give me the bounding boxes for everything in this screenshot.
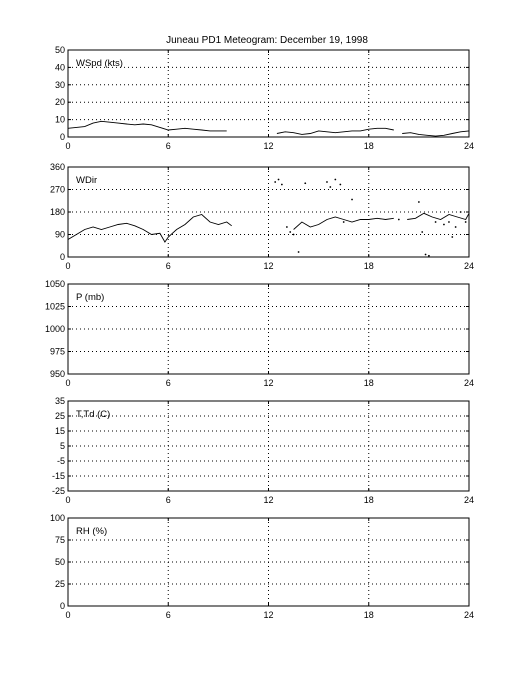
- y-tick-label: -15: [52, 471, 65, 481]
- data-point-wdir: [424, 253, 427, 256]
- data-point-wdir: [464, 221, 467, 223]
- panel-rh: 0 6 12 18 24 0 25 50 75 100 RH (%): [50, 513, 474, 620]
- y-tick-label: 0: [60, 252, 65, 262]
- series-line-wspd: [67, 120, 227, 132]
- y-tick-label: 30: [55, 80, 65, 90]
- series-line-wspd: [276, 127, 394, 135]
- panel-wdir: 0 6 12 18 24 0 90 180 270 360 WDir: [50, 162, 474, 271]
- y-tick-label: 90: [55, 230, 65, 240]
- y-tick-label: 35: [55, 396, 65, 406]
- x-tick-label: 24: [464, 141, 474, 151]
- x-tick-label: 6: [166, 378, 171, 388]
- x-tick-label: 6: [166, 261, 171, 271]
- data-point-wdir: [339, 183, 342, 186]
- y-tick-label: 50: [55, 45, 65, 55]
- y-tick-label: 360: [50, 162, 65, 172]
- x-tick-label: 18: [364, 261, 374, 271]
- data-point-wdir: [454, 226, 457, 228]
- y-tick-label: 10: [55, 115, 65, 125]
- y-tick-label: 1025: [45, 302, 65, 312]
- y-tick-label: 0: [60, 601, 65, 611]
- x-tick-label: 0: [65, 610, 70, 620]
- data-point-wdir: [285, 226, 288, 228]
- y-tick-label: -25: [52, 486, 65, 496]
- y-tick-label: 1050: [45, 279, 65, 289]
- data-point-wdir: [304, 182, 307, 185]
- x-tick-label: 12: [263, 495, 273, 505]
- x-tick-label: 18: [364, 495, 374, 505]
- data-point-wdir: [397, 218, 400, 221]
- x-tick-label: 6: [166, 141, 171, 151]
- panel-pres: 0 6 12 18 24 950 975 1000 1025 1050 P (mb): [45, 279, 474, 388]
- data-point-wdir: [326, 181, 328, 183]
- data-point-wdir: [451, 236, 454, 238]
- y-tick-label: 20: [55, 97, 65, 107]
- y-tick-label: 0: [60, 132, 65, 142]
- panel-label-rh: RH (%): [76, 526, 107, 537]
- y-tick-label: 270: [50, 185, 65, 195]
- data-point-wdir: [459, 211, 462, 213]
- y-tick-label: 75: [55, 535, 65, 545]
- x-tick-label: 12: [263, 141, 273, 151]
- x-tick-label: 6: [166, 610, 171, 620]
- x-tick-label: 6: [166, 495, 171, 505]
- series-line-wdir: [67, 213, 232, 243]
- panel-label-wdir: WDir: [76, 175, 97, 186]
- data-point-wdir: [280, 183, 283, 186]
- data-point-wdir: [448, 221, 450, 223]
- data-point-wdir: [329, 186, 332, 188]
- panel-label-wspd: WSpd (kts): [76, 58, 123, 69]
- panel-label-pres: P (mb): [76, 292, 104, 303]
- y-tick-label: -5: [57, 456, 65, 466]
- y-tick-label: 50: [55, 557, 65, 567]
- y-tick-label: 25: [55, 411, 65, 421]
- y-tick-label: 975: [50, 347, 65, 357]
- data-point-wdir: [277, 178, 280, 181]
- x-tick-label: 24: [464, 261, 474, 271]
- data-point-wdir: [289, 231, 292, 233]
- y-tick-label: 180: [50, 207, 65, 217]
- x-tick-label: 12: [263, 378, 273, 388]
- x-tick-label: 24: [464, 495, 474, 505]
- data-point-wdir: [428, 254, 430, 257]
- x-tick-label: 18: [364, 378, 374, 388]
- panel-label-temp: T,Td (C): [76, 409, 110, 420]
- data-point-wdir: [434, 221, 437, 223]
- data-point-wdir: [421, 231, 424, 233]
- x-tick-label: 24: [464, 610, 474, 620]
- y-tick-label: 100: [50, 513, 65, 523]
- x-tick-label: 18: [364, 610, 374, 620]
- series-line-wspd: [402, 130, 470, 137]
- x-tick-label: 0: [65, 378, 70, 388]
- y-tick-label: 15: [55, 426, 65, 436]
- x-tick-label: 0: [65, 261, 70, 271]
- data-point-wdir: [342, 221, 345, 223]
- x-tick-label: 24: [464, 378, 474, 388]
- data-point-wdir: [292, 233, 295, 236]
- data-point-wdir: [351, 198, 353, 201]
- data-point-wdir: [334, 178, 337, 181]
- data-point-wdir: [274, 181, 277, 183]
- data-point-wdir: [417, 201, 420, 203]
- x-tick-label: 12: [263, 610, 273, 620]
- series-line-wdir: [293, 216, 394, 230]
- y-tick-label: 40: [55, 62, 65, 72]
- y-tick-label: 950: [50, 369, 65, 379]
- panel-temp: 0 6 12 18 24 -25 -15 -5 5 15 25 35 T,Td (C): [52, 396, 474, 505]
- y-tick-label: 25: [55, 579, 65, 589]
- data-point-wdir: [297, 251, 300, 253]
- x-tick-label: 18: [364, 141, 374, 151]
- y-tick-label: 1000: [45, 324, 65, 334]
- y-tick-label: 5: [60, 441, 65, 451]
- x-tick-label: 0: [65, 141, 70, 151]
- data-point-wdir: [443, 223, 445, 226]
- panel-wspd: 0 6 12 18 24 0 10 20 30 40 50 WSpd (kts): [55, 45, 474, 151]
- x-tick-label: 0: [65, 495, 70, 505]
- series-line-wdir: [407, 212, 470, 221]
- chart-title: Juneau PD1 Meteogram: December 19, 1998: [166, 35, 368, 46]
- x-tick-label: 12: [263, 261, 273, 271]
